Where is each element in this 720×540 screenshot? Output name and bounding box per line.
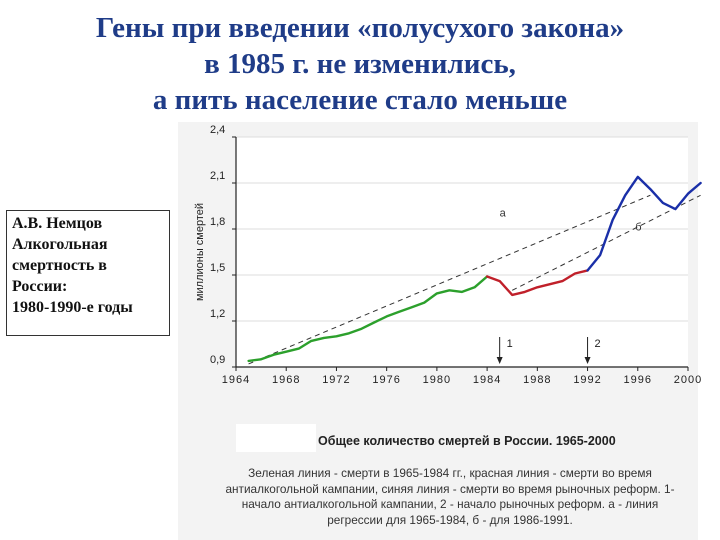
x-tick-label: 1976 — [372, 374, 400, 386]
regression-label-b: б — [635, 222, 641, 234]
event-marker-label: 1 — [507, 338, 513, 350]
source-note-line: России: — [12, 278, 68, 295]
caption-title: Общее количество смертей в России. 1965-… — [318, 434, 616, 448]
caption-line: антиалкогольной кампании, синяя линия - … — [225, 481, 675, 496]
x-tick-label: 1988 — [523, 374, 551, 386]
caption-line: начало антиалкогольной кампании, 2 - нач… — [241, 497, 659, 511]
y-tick-label: 1,2 — [210, 308, 225, 320]
event-marker-arrow — [496, 357, 503, 364]
source-note-line: смертность в — [12, 257, 107, 274]
x-tick-label: 1964 — [222, 374, 250, 386]
title-line-2: в 1985 г. не изменились, — [204, 48, 516, 80]
caption-line: Зеленая линия - смерти в 1965-1984 гг., … — [248, 466, 652, 480]
x-tick-label: 1968 — [272, 374, 300, 386]
series-line-1 — [247, 275, 489, 363]
caption-mask — [236, 424, 316, 452]
slide-title: Гены при введении «полусухого закона» в … — [0, 10, 720, 118]
series-line-2 — [485, 269, 589, 297]
x-tick-label: 1980 — [423, 374, 451, 386]
regression-label-a: а — [500, 208, 507, 220]
source-note-line: А.В. Немцов — [12, 215, 103, 232]
title-line-1: Гены при введении «полусухого закона» — [95, 12, 625, 44]
y-tick-label: 1,5 — [210, 262, 225, 274]
series-line-3 — [586, 175, 702, 272]
event-marker-arrow — [584, 357, 591, 364]
y-tick-label: 0,9 — [210, 354, 225, 366]
x-tick-label: 1972 — [322, 374, 350, 386]
regression-line — [511, 194, 701, 291]
source-note-line: Алкогольная — [12, 236, 108, 253]
caption-text: Зеленая линия - смерти в 1965-1984 гг., … — [180, 466, 720, 528]
title-line-3: а пить население стало меньше — [152, 84, 568, 116]
y-tick-label: 2,1 — [210, 170, 225, 182]
x-tick-label: 1996 — [624, 374, 652, 386]
source-note-line: 1980-1990-е годы — [12, 299, 133, 316]
y-tick-label: 1,8 — [210, 216, 225, 228]
caption-line: регрессии для 1965-1984, б - для 1986-19… — [327, 512, 573, 527]
plot-area — [236, 137, 688, 367]
event-marker-label: 2 — [595, 338, 601, 350]
x-tick-label: 2000 — [674, 374, 702, 386]
regression-line — [248, 194, 651, 365]
y-axis-label: миллионы смертей — [194, 203, 206, 301]
source-note: А.В. Немцов Алкогольная смертность в Рос… — [6, 210, 170, 336]
x-tick-label: 1992 — [573, 374, 601, 386]
x-tick-label: 1984 — [473, 374, 501, 386]
y-tick-label: 2,4 — [210, 124, 225, 136]
